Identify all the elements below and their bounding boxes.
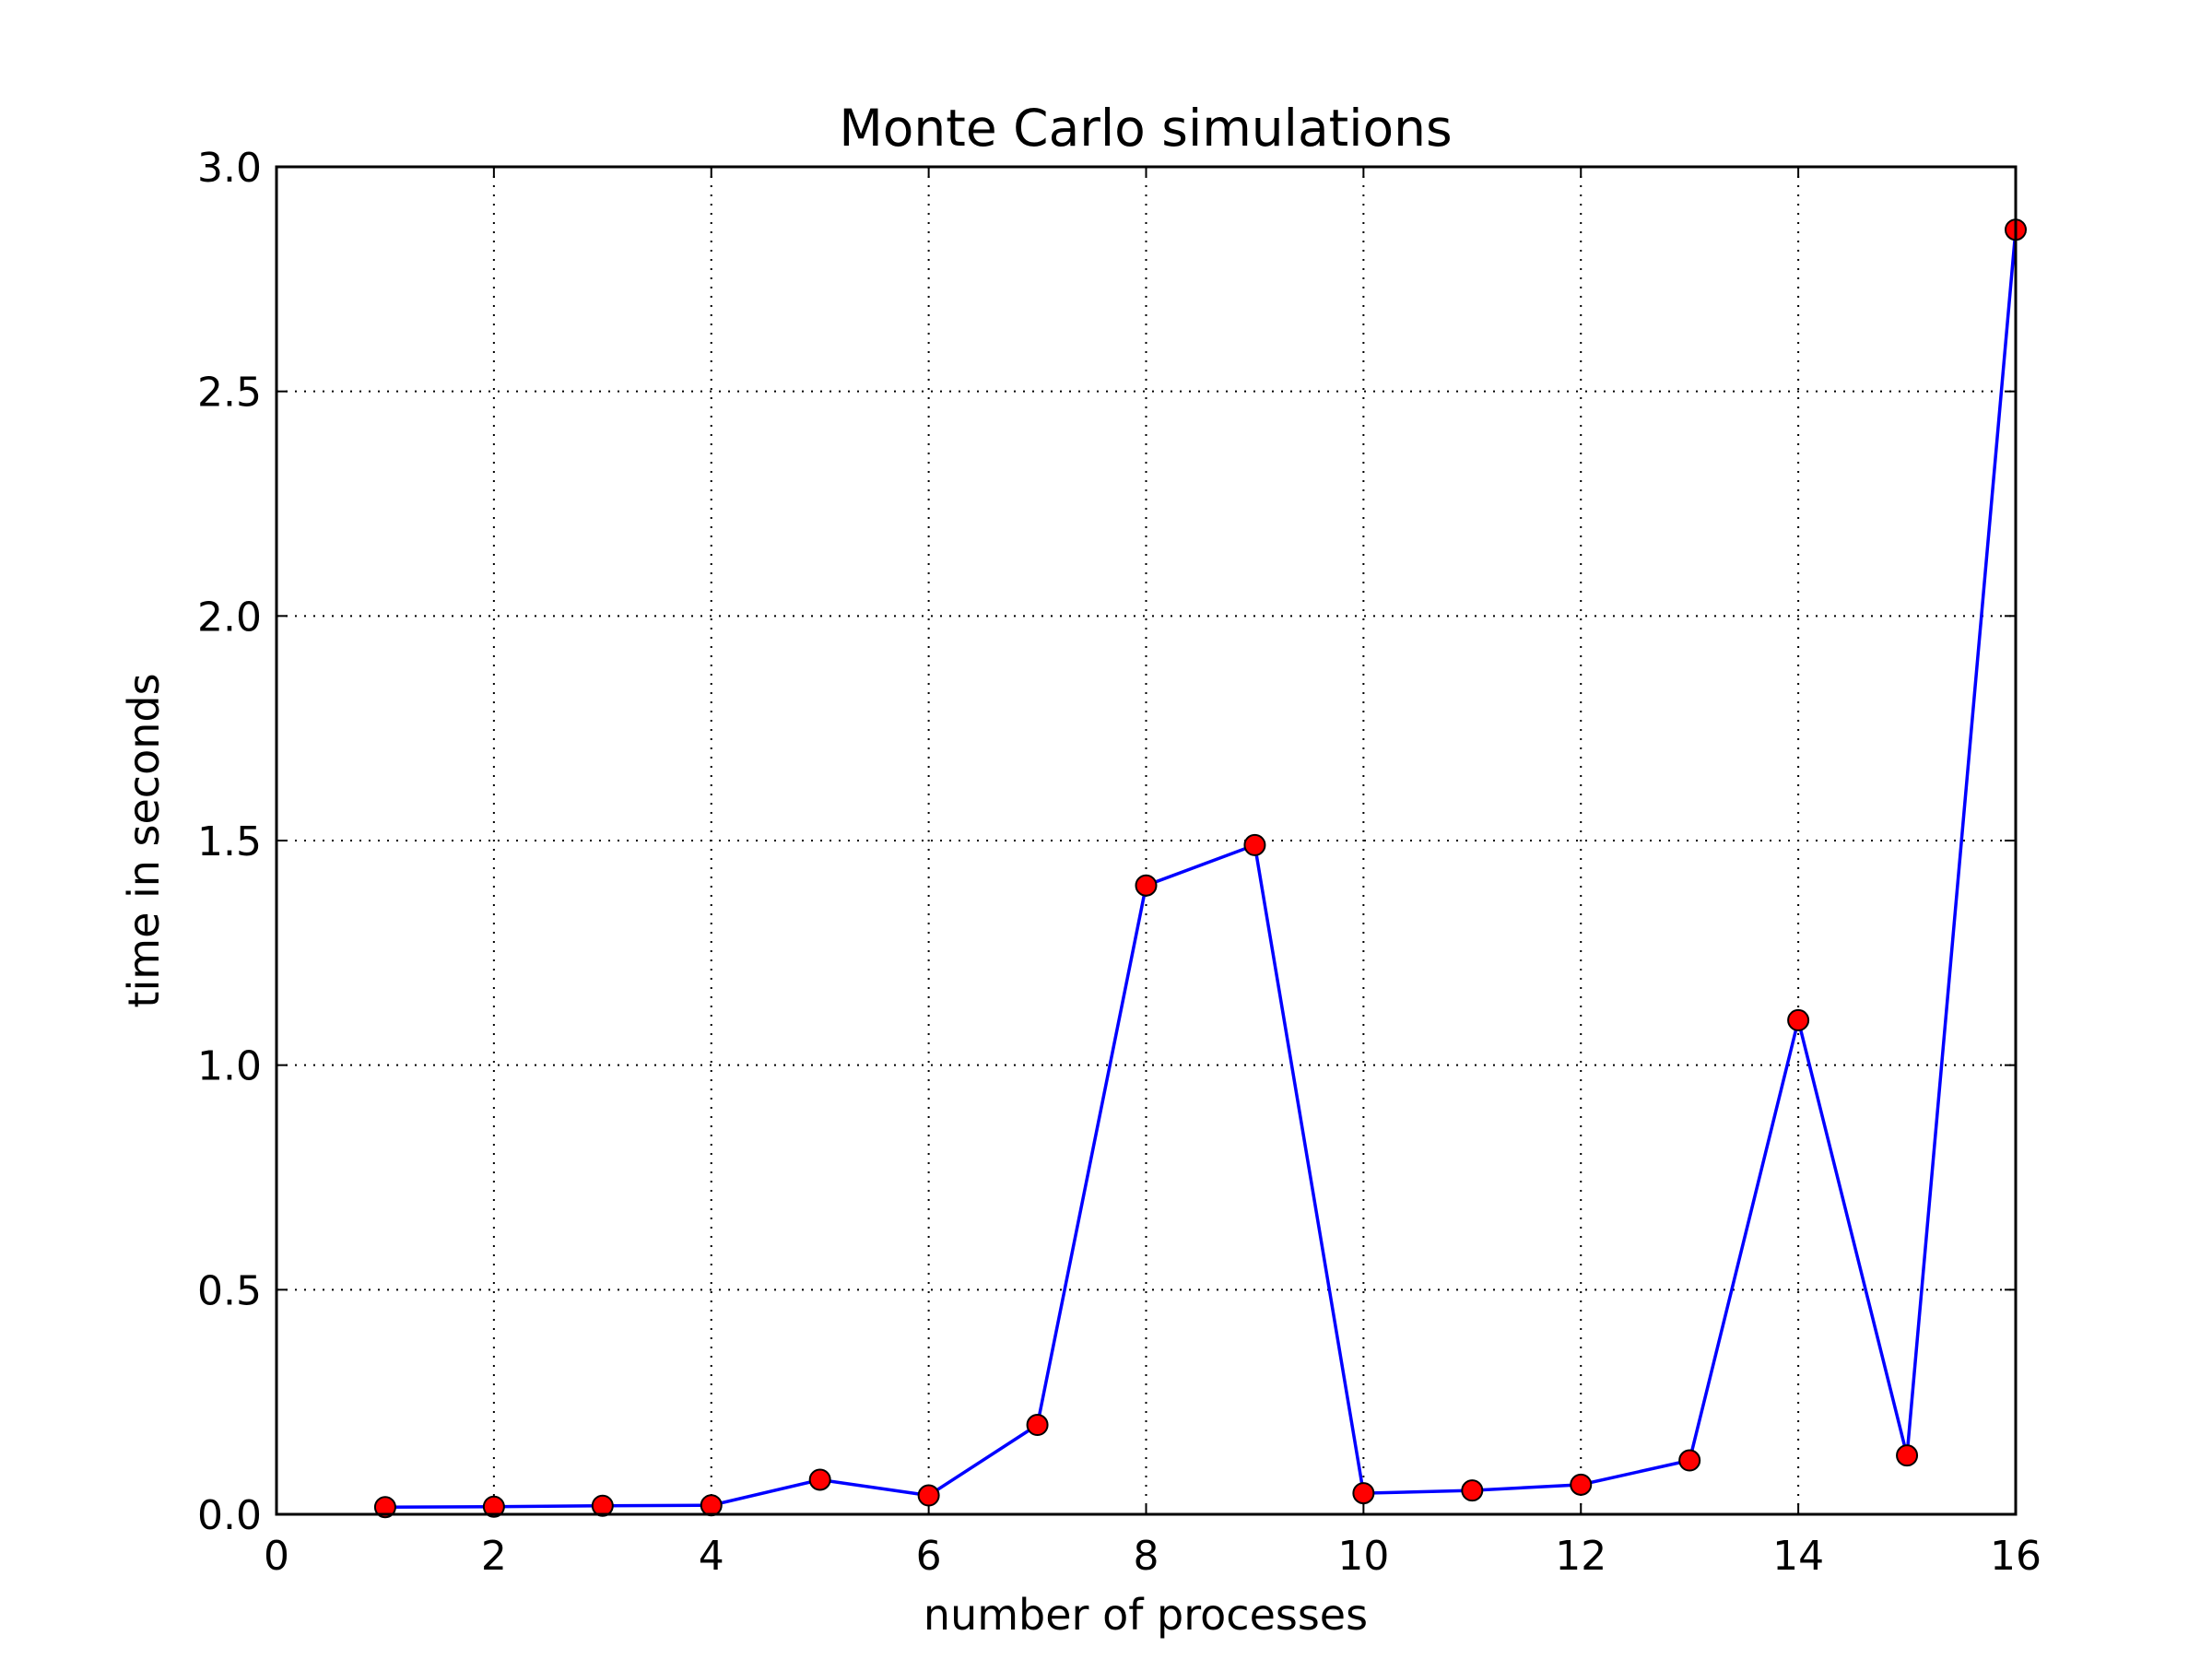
data-point — [1570, 1473, 1593, 1496]
x-tick-labels: 0 2 4 6 8 10 12 14 16 — [264, 1533, 2041, 1580]
x-axis-label: number of processes — [924, 1590, 1368, 1640]
data-point — [1461, 1479, 1484, 1502]
y-tick-label: 3.0 — [197, 145, 262, 192]
y-tick-labels: 0.0 0.5 1.0 1.5 2.0 2.5 3.0 — [197, 145, 262, 1539]
data-point — [1896, 1444, 1919, 1467]
y-axis-label: time in seconds — [119, 673, 169, 1007]
data-point — [1026, 1414, 1049, 1437]
y-tick-label: 2.0 — [197, 594, 262, 641]
x-tick-label: 0 — [264, 1533, 289, 1580]
series-line — [384, 229, 2018, 1509]
chart-title: Monte Carlo simulations — [839, 99, 1452, 158]
data-point — [1352, 1482, 1375, 1505]
data-point — [1678, 1449, 1701, 1472]
x-tick-label: 12 — [1555, 1533, 1606, 1580]
data-point — [1243, 833, 1266, 856]
x-tick-label: 4 — [699, 1533, 724, 1580]
data-point — [700, 1494, 723, 1517]
x-tick-label: 10 — [1337, 1533, 1389, 1580]
y-tick-label: 2.5 — [197, 370, 262, 417]
y-tick-label: 0.0 — [197, 1492, 262, 1539]
data-point — [1135, 874, 1158, 897]
data-point — [482, 1495, 505, 1518]
x-tick-label: 14 — [1772, 1533, 1824, 1580]
y-tick-label: 1.0 — [197, 1043, 262, 1090]
data-point — [808, 1468, 831, 1491]
data-point — [1787, 1008, 1810, 1031]
y-tick-label: 0.5 — [197, 1267, 262, 1314]
data-point — [373, 1496, 396, 1519]
x-tick-label: 2 — [481, 1533, 507, 1580]
data-point — [917, 1484, 940, 1507]
plot-frame — [275, 165, 2018, 1516]
grid-lines — [276, 167, 2016, 1514]
y-tick-label: 1.5 — [197, 818, 262, 865]
data-series — [373, 218, 2027, 1519]
x-tick-label: 8 — [1134, 1533, 1159, 1580]
data-point — [591, 1494, 614, 1517]
x-tick-label: 6 — [916, 1533, 942, 1580]
x-tick-label: 16 — [1990, 1533, 2041, 1580]
